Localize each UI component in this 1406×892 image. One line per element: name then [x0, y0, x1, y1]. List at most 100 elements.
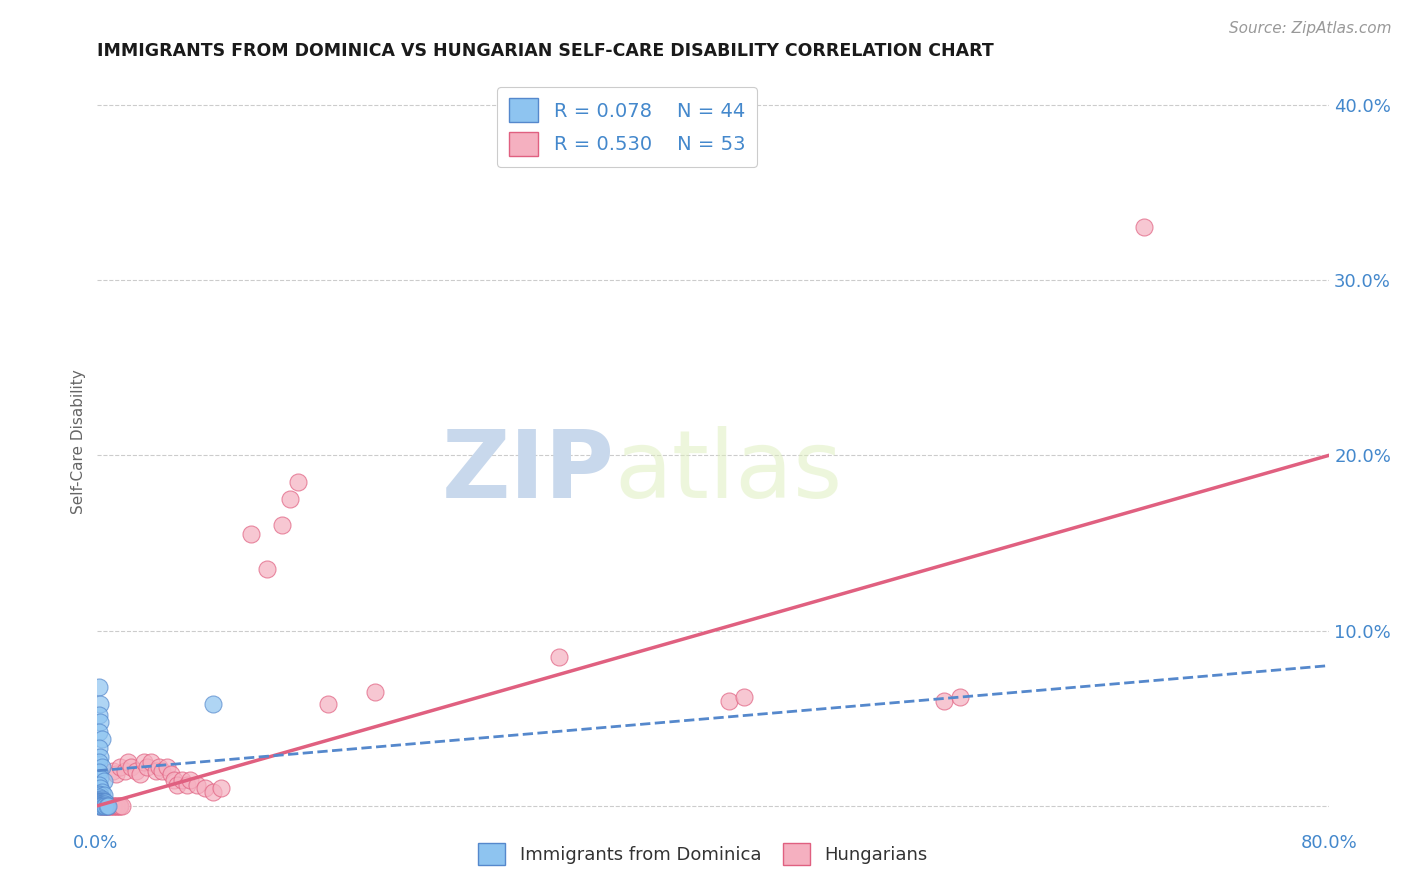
Point [104, 767, 127, 781]
Point [89, 771, 111, 785]
Point [949, 690, 972, 705]
Point [287, 475, 309, 489]
Point [117, 755, 139, 769]
Point [145, 764, 167, 778]
Point [89, 798, 111, 813]
Point [87, 798, 110, 813]
Point [105, 798, 128, 813]
Point [87, 790, 110, 805]
Point [148, 760, 170, 774]
Point [256, 562, 278, 576]
Point [135, 760, 157, 774]
Point [163, 772, 186, 787]
Point [91, 798, 114, 813]
Point [89, 793, 111, 807]
Point [87, 755, 110, 769]
Point [89, 795, 111, 809]
Point [108, 798, 131, 813]
Point [93, 789, 115, 803]
Point [201, 697, 224, 711]
Point [101, 798, 124, 813]
Point [150, 764, 173, 778]
Point [103, 798, 125, 813]
Point [89, 791, 111, 805]
Point [91, 793, 114, 807]
Point [89, 789, 111, 803]
Point [733, 690, 755, 705]
Point [87, 741, 110, 756]
Point [91, 795, 114, 809]
Point [201, 785, 224, 799]
Point [87, 680, 110, 694]
Point [87, 797, 110, 811]
Point [94, 798, 117, 813]
Point [91, 732, 114, 747]
Point [209, 781, 232, 796]
Text: 0.0%: 0.0% [73, 834, 118, 852]
Point [114, 764, 136, 778]
Point [93, 774, 115, 789]
Point [91, 791, 114, 805]
Point [363, 685, 385, 699]
Point [89, 781, 111, 796]
Point [104, 798, 127, 813]
Point [97, 798, 120, 813]
Point [91, 785, 114, 799]
Point [186, 778, 208, 792]
Point [94, 798, 117, 813]
Point [111, 798, 134, 813]
Point [93, 798, 115, 813]
Point [101, 764, 124, 778]
Point [129, 767, 152, 781]
Point [89, 749, 111, 764]
Point [160, 767, 183, 781]
Point [717, 693, 740, 707]
Point [93, 795, 115, 809]
Point [96, 798, 118, 813]
Point [91, 797, 114, 811]
Point [278, 491, 301, 506]
Legend: R = 0.078    N = 44, R = 0.530    N = 53: R = 0.078 N = 44, R = 0.530 N = 53 [498, 87, 756, 168]
Point [548, 649, 571, 664]
Point [87, 795, 110, 809]
Text: atlas: atlas [614, 425, 844, 518]
Y-axis label: Self-Care Disability: Self-Care Disability [72, 369, 86, 515]
Point [170, 772, 193, 787]
Point [89, 697, 111, 711]
Point [110, 798, 132, 813]
Point [96, 798, 118, 813]
Point [1133, 220, 1156, 235]
Point [93, 797, 115, 811]
Point [91, 760, 114, 774]
Point [97, 798, 120, 813]
Point [132, 755, 155, 769]
Point [176, 778, 198, 792]
Point [93, 798, 115, 813]
Text: IMMIGRANTS FROM DOMINICA VS HUNGARIAN SELF-CARE DISABILITY CORRELATION CHART: IMMIGRANTS FROM DOMINICA VS HUNGARIAN SE… [97, 42, 994, 60]
Text: 80.0%: 80.0% [1301, 834, 1357, 852]
Point [100, 798, 122, 813]
Point [318, 697, 340, 711]
Point [87, 765, 110, 780]
Point [89, 797, 111, 811]
Point [94, 797, 117, 811]
Point [93, 793, 115, 807]
Point [240, 527, 263, 541]
Point [89, 798, 111, 813]
Point [934, 693, 956, 707]
Point [156, 760, 179, 774]
Point [194, 781, 217, 796]
Point [179, 772, 201, 787]
Legend: Immigrants from Dominica, Hungarians: Immigrants from Dominica, Hungarians [471, 836, 935, 872]
Point [91, 798, 114, 813]
Point [89, 714, 111, 729]
Point [98, 798, 121, 813]
Point [87, 778, 110, 792]
Text: Source: ZipAtlas.com: Source: ZipAtlas.com [1229, 21, 1392, 36]
Point [166, 778, 188, 792]
Point [87, 793, 110, 807]
Point [87, 725, 110, 739]
Point [271, 518, 294, 533]
Text: ZIP: ZIP [441, 425, 614, 518]
Point [94, 795, 117, 809]
